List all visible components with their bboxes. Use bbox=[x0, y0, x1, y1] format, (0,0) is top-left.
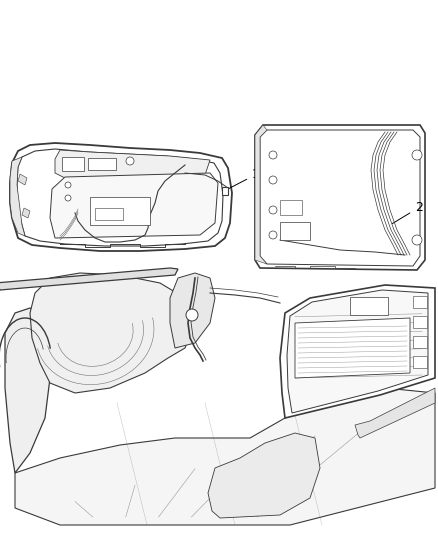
Bar bbox=[413, 356, 427, 368]
Polygon shape bbox=[50, 173, 218, 238]
Polygon shape bbox=[260, 130, 420, 266]
Polygon shape bbox=[355, 388, 435, 438]
Polygon shape bbox=[295, 318, 410, 378]
Circle shape bbox=[412, 235, 422, 245]
Bar bbox=[90, 197, 150, 225]
Circle shape bbox=[269, 206, 277, 214]
Polygon shape bbox=[55, 150, 210, 178]
Circle shape bbox=[412, 150, 422, 160]
Bar bbox=[280, 200, 302, 215]
Bar bbox=[413, 296, 427, 308]
Text: 1: 1 bbox=[229, 168, 260, 189]
Polygon shape bbox=[30, 273, 195, 393]
Bar bbox=[62, 157, 84, 171]
Polygon shape bbox=[18, 174, 27, 185]
Polygon shape bbox=[170, 273, 215, 348]
Polygon shape bbox=[22, 208, 30, 218]
Polygon shape bbox=[10, 143, 232, 251]
Polygon shape bbox=[10, 157, 25, 236]
Polygon shape bbox=[255, 125, 425, 270]
Bar bbox=[350, 297, 388, 315]
Circle shape bbox=[269, 176, 277, 184]
Polygon shape bbox=[255, 125, 267, 264]
Bar bbox=[95, 208, 123, 220]
Bar bbox=[280, 222, 310, 240]
Polygon shape bbox=[287, 290, 428, 413]
Polygon shape bbox=[17, 149, 223, 246]
Polygon shape bbox=[208, 433, 320, 518]
Bar bbox=[222, 187, 228, 195]
Bar bbox=[413, 336, 427, 348]
Circle shape bbox=[126, 157, 134, 165]
Circle shape bbox=[65, 182, 71, 188]
Polygon shape bbox=[0, 268, 178, 290]
Text: 3: 3 bbox=[350, 303, 363, 350]
Circle shape bbox=[269, 231, 277, 239]
Polygon shape bbox=[15, 388, 435, 525]
Bar bbox=[88, 158, 116, 170]
Polygon shape bbox=[5, 308, 50, 473]
Circle shape bbox=[269, 151, 277, 159]
Polygon shape bbox=[280, 285, 435, 418]
Bar bbox=[413, 316, 427, 328]
Circle shape bbox=[186, 309, 198, 321]
Circle shape bbox=[65, 195, 71, 201]
Text: 2: 2 bbox=[392, 201, 423, 223]
